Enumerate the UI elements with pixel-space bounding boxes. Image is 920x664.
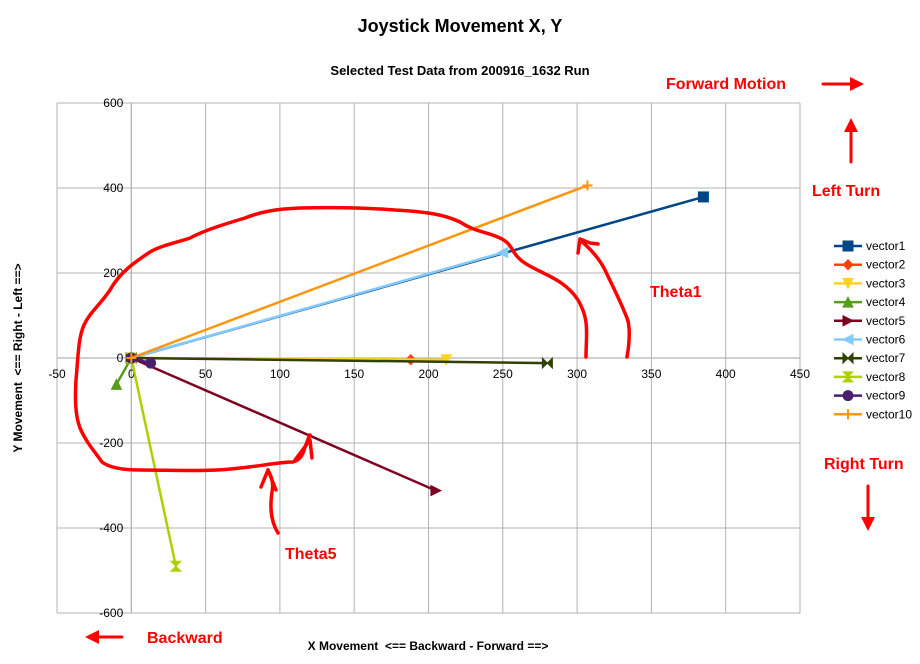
legend-item: vector7: [834, 351, 906, 365]
legend-label: vector7: [866, 351, 906, 365]
legend: vector1 vector2 vector3 vector4 vector5 vecto…: [834, 239, 912, 421]
legend-label: vector10: [866, 407, 912, 421]
legend-item: vector8: [834, 370, 906, 384]
vector10-line: [130, 184, 588, 360]
legend-swatch-marker: [842, 314, 855, 327]
annotation-right-turn: Right Turn: [824, 456, 904, 473]
left-turn-arrow-icon: [844, 118, 858, 164]
x-tick-label: 50: [199, 367, 213, 381]
y-tick-label: -600: [99, 606, 123, 620]
theta-arc-curve: [73, 205, 589, 473]
legend-label: vector6: [866, 333, 906, 347]
vector3-point: [440, 354, 453, 366]
vector5-point: [430, 484, 443, 497]
x-tick-label: 250: [493, 367, 513, 381]
vector6-point: [496, 246, 509, 259]
annotation-theta1: Theta1: [650, 284, 702, 301]
legend-item: vector10: [834, 407, 912, 421]
legend-swatch-marker: [842, 277, 854, 290]
x-tick-labels: -50 0 50 100 150 200 250 300 350 400 450: [48, 367, 810, 381]
legend-label: vector2: [866, 258, 906, 272]
x-tick-label: 450: [790, 367, 810, 381]
theta5-arrow-head: [259, 468, 278, 492]
x-axis-title: X Movement <== Backward - Forward ==>: [308, 639, 549, 653]
direction-arrows: [85, 77, 875, 644]
legend-item: vector5: [834, 314, 906, 328]
legend-swatch-marker: [842, 351, 854, 365]
annotation-theta5: Theta5: [285, 546, 337, 563]
vector6-line: [130, 251, 504, 360]
x-tick-label: 100: [270, 367, 290, 381]
y-tick-label: 600: [103, 96, 123, 110]
series-vector10: [126, 180, 593, 363]
legend-swatch-marker: [843, 409, 853, 420]
legend-item: vector6: [834, 333, 906, 347]
y-axis-title: Y Movement <== Right - Left ==>: [11, 263, 25, 452]
x-tick-label: 300: [567, 367, 587, 381]
annotation-left-turn: Left Turn: [812, 183, 880, 200]
vector4-point: [110, 378, 123, 390]
legend-label: vector4: [866, 295, 906, 309]
legend-label: vector1: [866, 239, 906, 253]
y-tick-label: -200: [99, 436, 123, 450]
vector8-line: [130, 357, 178, 567]
y-tick-label: -400: [99, 521, 123, 535]
legend-label: vector9: [866, 389, 906, 403]
theta1-arrow-head: [576, 237, 600, 255]
vector7-line: [131, 356, 548, 365]
vector8-point: [169, 560, 183, 572]
x-tick-label: 200: [418, 367, 438, 381]
legend-item: vector2: [834, 258, 906, 272]
x-tick-label: -50: [48, 367, 66, 381]
vector10-point: [582, 180, 593, 191]
backward-arrow-icon: [85, 630, 124, 644]
grid: [56, 102, 801, 614]
y-tick-label: 0: [117, 351, 124, 365]
legend-swatch-marker: [842, 258, 854, 271]
legend-item: vector4: [834, 295, 906, 309]
legend-swatch-marker: [842, 390, 854, 402]
legend-item: vector9: [834, 389, 906, 403]
forward-arrow-icon: [821, 77, 864, 91]
legend-swatch-marker: [842, 240, 854, 252]
right-turn-arrow-icon: [861, 484, 875, 531]
legend-label: vector8: [866, 370, 906, 384]
chart-subtitle: Selected Test Data from 200916_1632 Run: [330, 63, 589, 78]
legend-swatch-marker: [842, 295, 854, 308]
legend-swatch-marker: [841, 333, 854, 346]
legend-label: vector3: [866, 276, 906, 290]
vector1-point: [697, 191, 709, 203]
legend-item: vector3: [834, 276, 906, 290]
x-tick-label: 400: [716, 367, 736, 381]
hand-drawn-annotations: [73, 205, 631, 535]
vector10-point: [126, 353, 137, 363]
x-tick-label: 0: [128, 367, 135, 381]
legend-item: vector1: [834, 239, 906, 253]
x-tick-label: 150: [344, 367, 364, 381]
theta1-arrow-shaft: [578, 238, 631, 359]
vector7-point: [541, 356, 553, 370]
legend-label: vector5: [866, 314, 906, 328]
legend-swatch-marker: [841, 371, 855, 383]
series-lines: [110, 180, 709, 572]
x-tick-label: 350: [641, 367, 661, 381]
theta5-arrow-head-2: [293, 438, 314, 462]
chart-title: Joystick Movement X, Y: [358, 16, 563, 36]
annotation-forward-motion: Forward Motion: [666, 76, 786, 93]
y-tick-label: 400: [103, 181, 123, 195]
vector5-line: [130, 356, 437, 492]
vector9-point: [145, 357, 157, 369]
annotation-backward: Backward: [147, 630, 223, 647]
